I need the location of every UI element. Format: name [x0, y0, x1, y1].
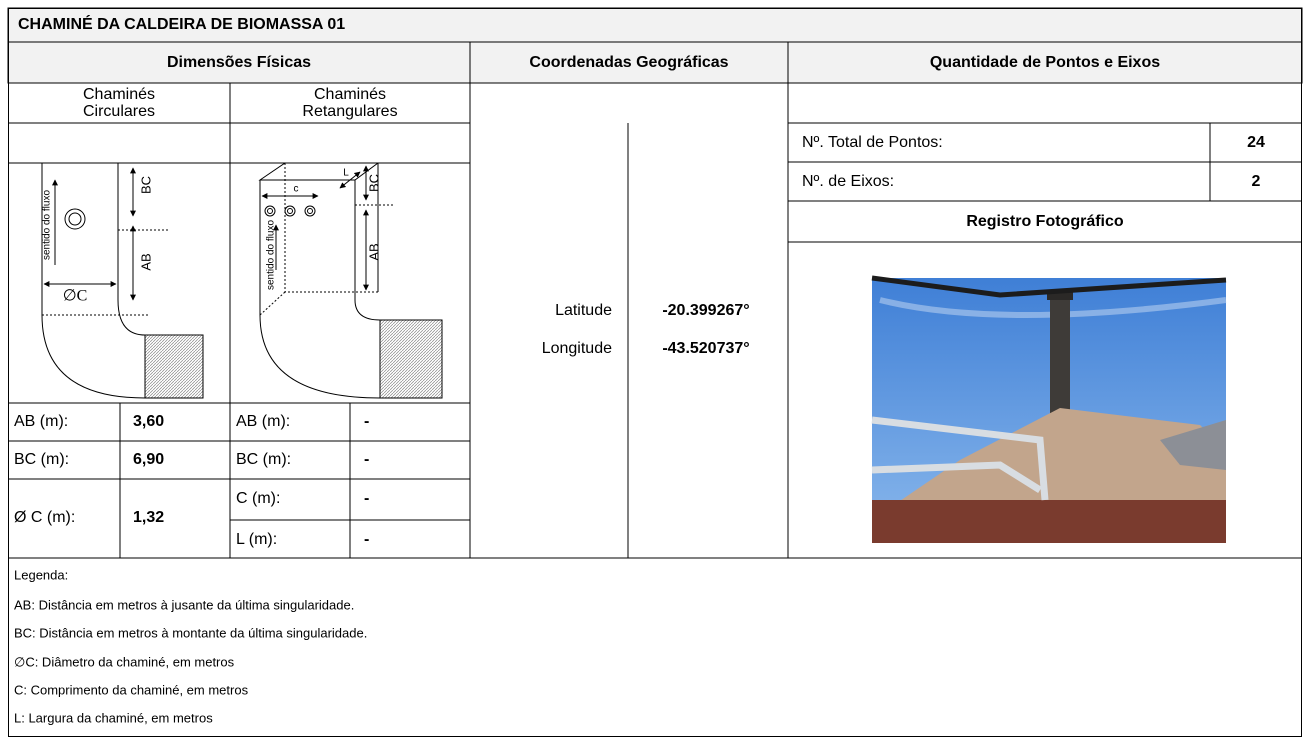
rectangular-diagram	[258, 162, 443, 399]
row-label: C (m):	[236, 490, 280, 507]
circular-diagram	[41, 162, 204, 399]
row-value: -	[364, 531, 369, 548]
row-label: BC (m):	[236, 451, 291, 468]
points-value: 24	[1247, 134, 1265, 151]
section-heading: Quantidade de Pontos e Eixos	[930, 54, 1160, 71]
table-grid	[7, 7, 1303, 737]
legend-item: C: Comprimento da chaminé, em metros	[14, 682, 249, 697]
diagram-label: c	[294, 184, 299, 195]
row-label: AB (m):	[14, 413, 68, 430]
coordinate-label: Longitude	[542, 340, 612, 357]
row-label: BC (m):	[14, 451, 69, 468]
legend-item: AB: Distância em metros à jusante da últ…	[14, 597, 354, 612]
diagram-label: L	[343, 168, 349, 179]
row-value: -	[364, 490, 369, 507]
section-heading: Coordenadas Geográficas	[529, 54, 728, 71]
coordinate-value: -20.399267°	[662, 302, 749, 319]
diagram-label: sentido do fluxo	[42, 190, 53, 260]
row-label: Ø C (m):	[14, 509, 75, 526]
row-value: -	[364, 413, 369, 430]
column-heading: Chaminés	[314, 86, 386, 103]
points-value: 2	[1252, 173, 1261, 190]
row-label: L (m):	[236, 531, 277, 548]
column-heading: Retangulares	[302, 103, 397, 120]
diagram-label: sentido do fluxo	[266, 220, 277, 290]
diagram-label: ∅C	[63, 288, 88, 305]
column-heading: Chaminés	[83, 86, 155, 103]
diagram-label: AB	[138, 253, 153, 270]
row-value: 3,60	[133, 413, 164, 430]
title: CHAMINÉ DA CALDEIRA DE BIOMASSA 01	[18, 14, 345, 33]
photo	[871, 275, 1227, 543]
row-value: 6,90	[133, 451, 164, 468]
points-label: Nº. de Eixos:	[802, 173, 894, 190]
diagram-label: BC	[366, 174, 381, 192]
legend-item: ∅C: Diâmetro da chaminé, em metros	[14, 654, 235, 669]
legend-heading: Legenda:	[14, 567, 68, 582]
photo-heading: Registro Fotográfico	[966, 213, 1124, 230]
section-heading: Dimensões Físicas	[167, 54, 311, 71]
row-value: -	[364, 451, 369, 468]
legend-item: L: Largura da chaminé, em metros	[14, 710, 213, 725]
points-label: Nº. Total de Pontos:	[802, 134, 943, 151]
row-value: 1,32	[133, 509, 164, 526]
coordinate-label: Latitude	[555, 302, 612, 319]
legend-item: BC: Distância em metros à montante da úl…	[14, 625, 367, 640]
diagram-label: BC	[138, 176, 153, 194]
diagram-label: AB	[366, 243, 381, 260]
column-heading: Circulares	[83, 103, 155, 120]
row-label: AB (m):	[236, 413, 290, 430]
coordinate-value: -43.520737°	[662, 340, 749, 357]
